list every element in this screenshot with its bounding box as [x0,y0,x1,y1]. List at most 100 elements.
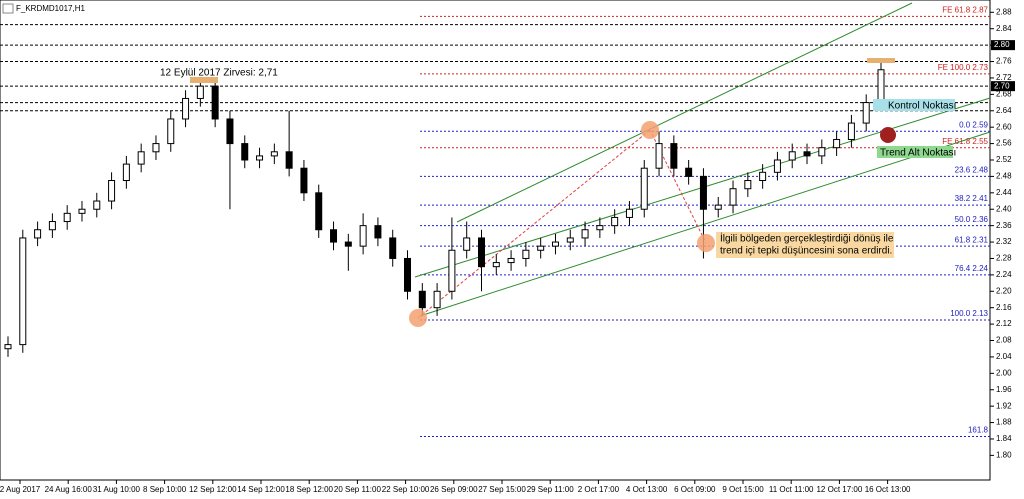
candle-body [241,143,249,161]
candle-body [670,143,678,169]
level-box [991,40,1015,51]
x-tick-label: 26 Sep 09:00 [430,485,478,494]
marker [880,127,896,143]
channel-lower [419,131,991,317]
y-tick-label: 2.88 [996,7,1012,16]
annotation: Trend Alt Noktası [880,148,956,159]
y-tick-label: 2.24 [996,270,1012,279]
y-tick-label: 2.52 [996,155,1012,164]
fib-label: 161.8 [968,426,989,435]
candle-body [566,237,574,243]
x-tick-label: 11 Oct 11:00 [769,485,814,494]
fe-label: FE 61.8 2.55 [942,137,988,146]
y-tick-label: 2.56 [996,139,1012,148]
y-tick-label: 1.80 [996,450,1012,459]
level-box [991,81,1015,92]
candle-body [404,257,412,292]
candle-body [359,225,367,247]
candle-body [862,102,870,124]
candle-body [182,97,190,120]
y-tick-label: 2.08 [996,336,1012,345]
candle-body [167,118,175,145]
x-tick-label: 4 Oct 13:00 [626,485,668,494]
fib-label: 23.6 2.48 [955,166,989,175]
candle-body [285,151,293,169]
y-tick-label: 2.72 [996,73,1012,82]
candle-body [581,229,589,239]
y-tick-label: 2.60 [996,122,1012,131]
x-tick-label: 27 Sep 15:00 [478,485,526,494]
candle-body [847,122,855,140]
annotation: 12 Eylül 2017 Zirvesi: 2,71 [160,68,278,79]
fe-label: FE 100.0 2.73 [938,63,989,72]
candle-body [507,257,515,264]
x-tick-label: 16 Oct 13:00 [865,485,911,494]
fib-label: 100.0 2.13 [950,309,988,318]
candle-body [551,241,559,247]
marker [641,121,659,139]
candle-body [256,155,264,161]
x-tick-label: 18 Sep 12:00 [285,485,333,494]
candle-body [300,167,308,194]
y-tick-label: 2.12 [996,319,1012,328]
y-tick-label: 2.76 [996,57,1012,66]
x-tick-label: 12 Oct 17:00 [816,485,862,494]
x-tick-label: 24 Aug 16:00 [45,485,93,494]
candle-body [374,225,382,239]
peak-marker [190,77,218,83]
candle-body [759,171,767,182]
candle-body [389,237,397,259]
candle-body [226,118,234,145]
fe-label: FE 61.8 2.87 [942,6,988,15]
x-tick-label: 20 Sep 11:00 [334,485,382,494]
candle-body [270,151,278,157]
candle-body [788,151,796,161]
x-tick-label: 29 Sep 11:00 [527,485,575,494]
candle-body [833,138,841,149]
level-label: 2.80 [994,40,1010,49]
candle-body [108,180,116,202]
fib-label: 50.0 2.36 [955,215,989,224]
x-tick-label: 8 Sep 10:00 [143,485,187,494]
y-tick-label: 2.36 [996,221,1012,230]
chart-title: F_KRDMD1017,H1 [16,4,85,13]
annotation: Kontrol Noktası [888,101,956,112]
candle-body [315,192,323,231]
candle-body [330,229,338,243]
x-tick-label: 22 Sep 10:00 [382,485,430,494]
label-box [877,146,953,158]
candle-body [818,147,826,157]
candle-body [93,200,101,210]
x-tick-label: 6 Oct 09:00 [674,485,716,494]
marker [409,309,427,327]
y-tick-label: 2.64 [996,106,1012,115]
note-box [716,232,894,258]
level-label: 2.70 [994,81,1010,90]
candle-body [34,229,42,239]
candle-body [640,167,648,210]
annotation: trend içi tepki düşüncesini sona erdirdi… [720,246,892,257]
y-tick-label: 2.32 [996,237,1012,246]
y-tick-label: 2.16 [996,303,1012,312]
x-tick-label: 14 Sep 12:00 [237,485,285,494]
candle-body [685,167,693,177]
candle-body [477,237,485,268]
label-box [873,99,955,111]
candle-body [522,249,530,259]
y-tick-label: 2.20 [996,286,1012,295]
x-tick-label: 31 Aug 10:00 [93,485,141,494]
candle-body [611,216,619,227]
candle-body [418,290,426,309]
candle-body [78,208,86,214]
y-tick-label: 2.28 [996,254,1012,263]
y-tick-label: 2.48 [996,172,1012,181]
candle-body [714,204,722,210]
x-tick-label: 12 Sep 12:00 [189,485,237,494]
candle-body [655,143,663,169]
y-tick-label: 2.44 [996,188,1012,197]
candle-body [463,237,471,251]
candle-body [729,188,737,206]
y-tick-label: 1.88 [996,418,1012,427]
candle-body [211,85,219,120]
candle-body [344,241,352,247]
